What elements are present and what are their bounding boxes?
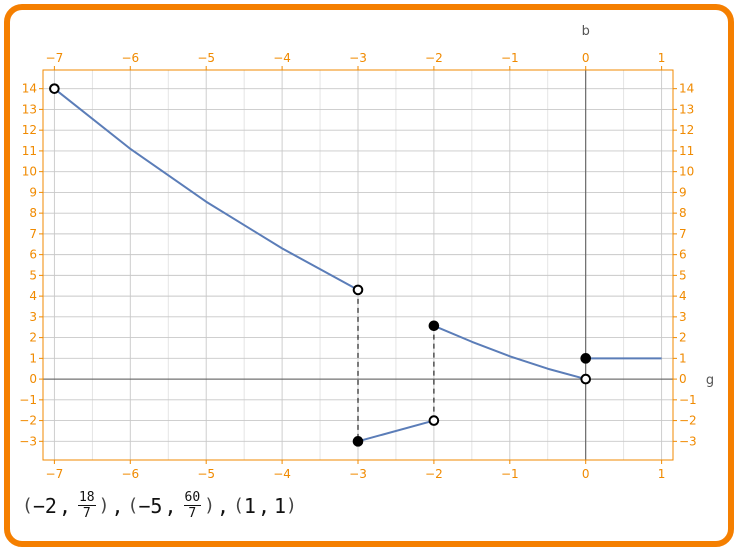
x-tick-label-top: −6 [121,51,139,65]
x-tick-label-bottom: 1 [658,467,666,481]
x-tick-label-bottom: −5 [197,467,215,481]
point-1-x: −2 [32,493,57,518]
y-tick-label-left: 2 [29,331,37,345]
open-paren: ( [22,495,33,516]
x-tick-label-bottom: −2 [425,467,443,481]
x-tick-label-top: 1 [658,51,666,65]
y-tick-label-right: 0 [679,372,687,386]
x-tick-label-top: −2 [425,51,443,65]
series-line [53,87,359,291]
y-tick-label-left: 3 [29,310,37,324]
open-paren: ( [127,495,139,516]
y-tick-label-left: 6 [29,248,37,262]
y-tick-label-left: 5 [29,268,37,282]
x-tick-label-bottom: 0 [582,467,590,481]
y-tick-label-right: 12 [679,123,694,137]
close-paren: ) [98,495,110,516]
y-tick-label-right: 3 [679,310,687,324]
x-tick-label-top: −5 [197,51,215,65]
y-tick-label-right: 9 [679,185,687,199]
series-line [433,324,586,381]
open-point [580,373,592,385]
y-tick-label-right: −2 [679,414,697,428]
close-paren: ) [286,495,297,516]
y-tick-label-right: 8 [679,206,687,220]
point-1-y-denominator: 7 [82,506,91,521]
point-2-y-numerator: 60 [183,490,202,506]
open-paren: ( [233,495,244,516]
y-tick-label-right: 2 [679,331,687,345]
point-1-y-fraction: 18 7 [77,490,96,521]
y-tick-label-left: 4 [29,289,37,303]
y-tick-label-left: 10 [22,165,37,179]
closed-point [580,353,592,364]
y-tick-label-left: 13 [22,102,37,116]
x-tick-label-bottom: −6 [121,467,139,481]
x-axis-label: b [582,24,590,39]
point-2-y-denominator: 7 [188,506,197,521]
series-line [357,419,435,443]
x-tick-label-top: −3 [349,51,367,65]
point-3-x: 1 [243,493,256,518]
y-tick-label-left: −3 [19,434,37,448]
x-tick-label-bottom: −3 [349,467,367,481]
y-tick-label-left: 12 [22,123,37,137]
closed-point [428,320,440,332]
point-2-y-fraction: 60 7 [183,490,202,521]
x-tick-label-top: −1 [501,51,519,65]
y-tick-label-left: −2 [19,414,37,428]
y-tick-label-left: 11 [22,144,37,158]
point-2-x: −5 [138,493,163,518]
y-tick-label-right: 13 [679,102,694,116]
y-tick-label-right: 4 [679,289,687,303]
x-tick-label-top: −7 [46,51,64,65]
y-tick-label-right: 11 [679,144,694,158]
point-list: ( −2 , 18 7 ) , ( −5 , 60 7 ) , ( 1 , 1 … [22,490,297,521]
closed-point [352,436,364,447]
y-tick-label-left: −1 [19,393,37,407]
close-paren: ) [204,495,216,516]
y-tick-label-left: 7 [29,227,37,241]
y-axis-label: g [706,373,714,388]
y-tick-label-left: 9 [29,185,37,199]
open-point [49,83,60,94]
open-point [352,284,364,296]
point-3-y: 1 [274,493,287,518]
y-tick-label-right: 14 [679,82,694,96]
x-tick-label-bottom: −1 [501,467,519,481]
y-tick-label-left: 14 [22,82,37,96]
open-point [428,415,440,426]
y-tick-label-right: 10 [679,165,694,179]
x-tick-label-bottom: −4 [273,467,291,481]
x-tick-label-top: 0 [582,51,590,65]
y-tick-label-right: 5 [679,268,687,282]
y-tick-label-right: −1 [679,393,697,407]
x-tick-label-top: −4 [273,51,291,65]
point-1-y-numerator: 18 [77,490,96,506]
y-tick-label-left: 0 [29,372,37,386]
y-tick-label-left: 1 [29,351,37,365]
x-tick-label-bottom: −7 [46,467,64,481]
y-tick-label-right: 7 [679,227,687,241]
y-tick-label-right: 1 [679,351,687,365]
y-tick-label-right: −3 [679,434,697,448]
y-tick-label-right: 6 [679,248,687,262]
y-tick-label-left: 8 [29,206,37,220]
